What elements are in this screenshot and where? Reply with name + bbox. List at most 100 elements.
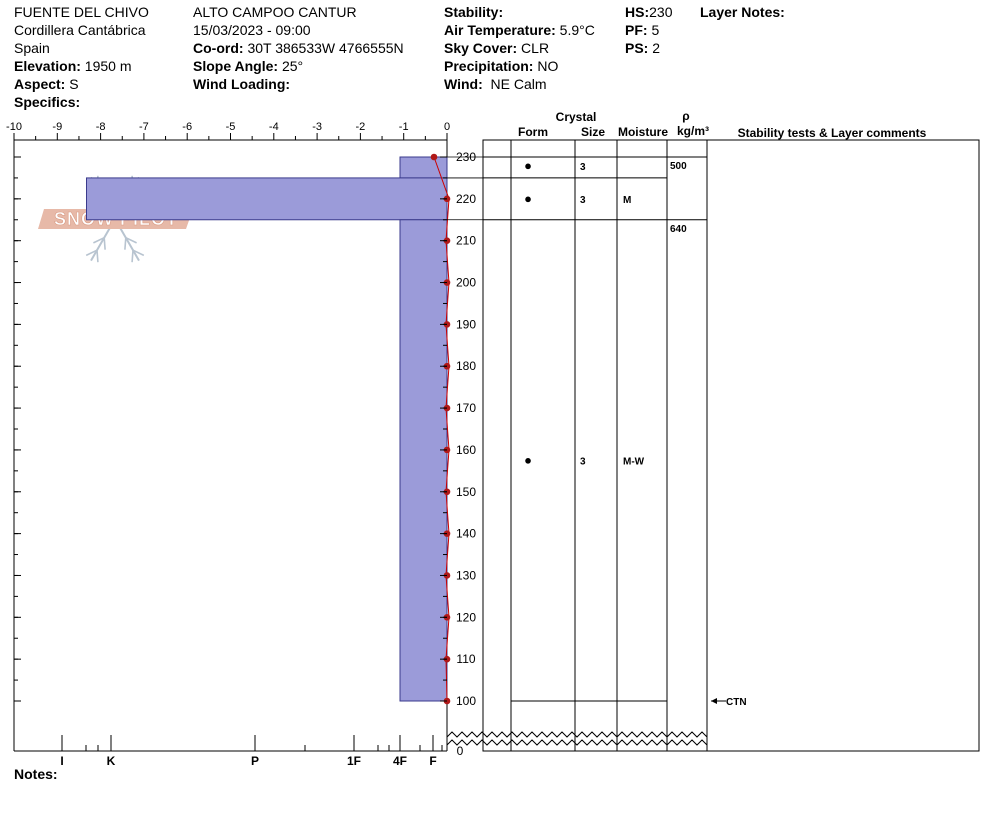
height-tick-label: 190 xyxy=(456,317,476,331)
snowflake-branch xyxy=(93,236,105,244)
hardness-tick-label: I xyxy=(60,754,63,768)
table-frame xyxy=(482,139,980,752)
location-name: FUENTE DEL CHIVO xyxy=(14,4,149,20)
temp-tick-label: -5 xyxy=(226,121,236,133)
stability-header: Stability tests & Layer comments xyxy=(738,126,927,140)
profile-axes: -10 -9 -8 -7 -6 -5 -4 -3 -2 -1 0100110120130140150… xyxy=(6,121,476,768)
pf-label: PF: xyxy=(625,22,648,38)
moisture-value: M xyxy=(623,195,631,206)
temp-tick-label: -9 xyxy=(52,121,62,133)
crystal-size-value: 3 xyxy=(580,195,586,206)
crystal-form-symbol: ● xyxy=(524,191,532,206)
height-tick-label: 220 xyxy=(456,192,476,206)
hardness-tick-label: F xyxy=(429,754,436,768)
size-header: Size xyxy=(581,125,605,139)
snowflake-branch xyxy=(124,237,127,250)
elevation-value: 1950 m xyxy=(84,58,132,74)
temp-tick-label: -1 xyxy=(399,121,409,133)
profile-frame xyxy=(13,139,448,752)
crystal-form-symbol: ● xyxy=(524,452,532,467)
wind-label: Wind: xyxy=(444,76,483,92)
hardness-layer-1 xyxy=(86,177,448,221)
height-tick-label: 110 xyxy=(456,652,475,666)
density-value: 500 xyxy=(670,161,687,172)
ps-label: PS: xyxy=(625,40,649,56)
temp-tick-label: -2 xyxy=(356,121,366,133)
layer-notes-label: Layer Notes: xyxy=(700,4,785,20)
coord-label: Co-ord: xyxy=(193,40,244,56)
height-tick-label: 100 xyxy=(456,694,476,708)
pf-field: PF: 5 xyxy=(625,21,659,39)
moisture-value: M-W xyxy=(623,456,645,467)
height-tick-label: 200 xyxy=(456,276,476,290)
temp-tick-label: -3 xyxy=(312,121,322,133)
break-zigzag xyxy=(446,739,708,746)
observation-datetime: 15/03/2023 - 09:00 xyxy=(193,22,311,38)
temperature-line xyxy=(433,156,450,702)
height-tick-label: 140 xyxy=(456,527,476,541)
height-tick-label: 150 xyxy=(456,485,476,499)
height-base-label: 0 xyxy=(457,744,464,758)
coord-value: 30T 386533W 4766555N xyxy=(247,40,404,56)
aspect-label: Aspect: xyxy=(14,76,66,92)
height-tick-label: 210 xyxy=(456,234,476,248)
hardness-layers xyxy=(86,156,448,702)
slope-field: Slope Angle: 25° xyxy=(193,57,303,75)
layer-table: Crystal Form Size Moisture ρkg/m³ Stability t… xyxy=(446,109,980,752)
slope-label: Slope Angle: xyxy=(193,58,279,74)
ps-value: 2 xyxy=(652,40,661,56)
country: Spain xyxy=(14,40,50,56)
aspect-field: Aspect: S xyxy=(14,75,79,93)
wind-value: NE Calm xyxy=(490,76,547,92)
sky-cover-label: Sky Cover: xyxy=(444,40,518,56)
precipitation-label: Precipitation: xyxy=(444,58,534,74)
density-symbol-header: ρ xyxy=(682,109,689,123)
density-unit-header: kg/m³ xyxy=(677,124,709,138)
hardness-tick-label: K xyxy=(107,754,116,768)
aspect-value: S xyxy=(69,76,79,92)
moisture-header: Moisture xyxy=(618,125,668,139)
air-temp-field: Air Temperature: 5.9°C xyxy=(444,21,595,39)
snowflake-branch xyxy=(96,250,99,263)
temp-tick-label: -10 xyxy=(6,121,22,133)
sky-cover-value: CLR xyxy=(521,40,550,56)
pf-value: 5 xyxy=(651,22,660,38)
temp-tick-label: -7 xyxy=(139,121,149,133)
specifics-label: Specifics: xyxy=(14,94,81,110)
wind-field: Wind: NE Calm xyxy=(444,75,547,93)
crystal-header: Crystal xyxy=(556,110,597,124)
crystal-form-symbol: ● xyxy=(524,158,532,173)
stability-test-label: CTN xyxy=(726,697,747,708)
slope-value: 25° xyxy=(281,58,304,74)
break-zigzag xyxy=(446,731,708,738)
crystal-size-value: 3 xyxy=(580,162,586,173)
wind-loading-label: Wind Loading: xyxy=(193,76,291,92)
site-name: ALTO CAMPOO CANTUR xyxy=(193,4,357,20)
hardness-tick-label: 1F xyxy=(347,754,361,768)
notes-label: Notes: xyxy=(14,766,58,782)
sky-cover-field: Sky Cover: CLR xyxy=(444,39,549,57)
height-tick-label: 160 xyxy=(456,443,476,457)
temp-tick-label: -6 xyxy=(182,121,192,133)
coordinates-field: Co-ord: 30T 386533W 4766555N xyxy=(193,39,404,57)
stability-label: Stability: xyxy=(444,4,504,20)
height-tick-label: 120 xyxy=(456,610,476,624)
height-tick-label: 130 xyxy=(456,568,476,582)
temp-tick-label: -4 xyxy=(269,121,279,133)
form-header: Form xyxy=(518,125,548,139)
temperature-point xyxy=(430,153,438,161)
hardness-layer-2 xyxy=(399,219,448,702)
elevation-label: Elevation: xyxy=(14,58,81,74)
height-tick-label: 180 xyxy=(456,359,476,373)
temp-tick-label: -8 xyxy=(96,121,106,133)
crystal-size-value: 3 xyxy=(580,456,586,467)
precipitation-value: NO xyxy=(537,58,559,74)
snowflake-branch xyxy=(85,249,98,257)
ps-field: PS: 2 xyxy=(625,39,660,57)
snowflake-branch xyxy=(103,237,106,250)
elevation-field: Elevation: 1950 m xyxy=(14,57,132,75)
layer-notes-field: Layer Notes: xyxy=(700,3,785,21)
precipitation-field: Precipitation: NO xyxy=(444,57,558,75)
